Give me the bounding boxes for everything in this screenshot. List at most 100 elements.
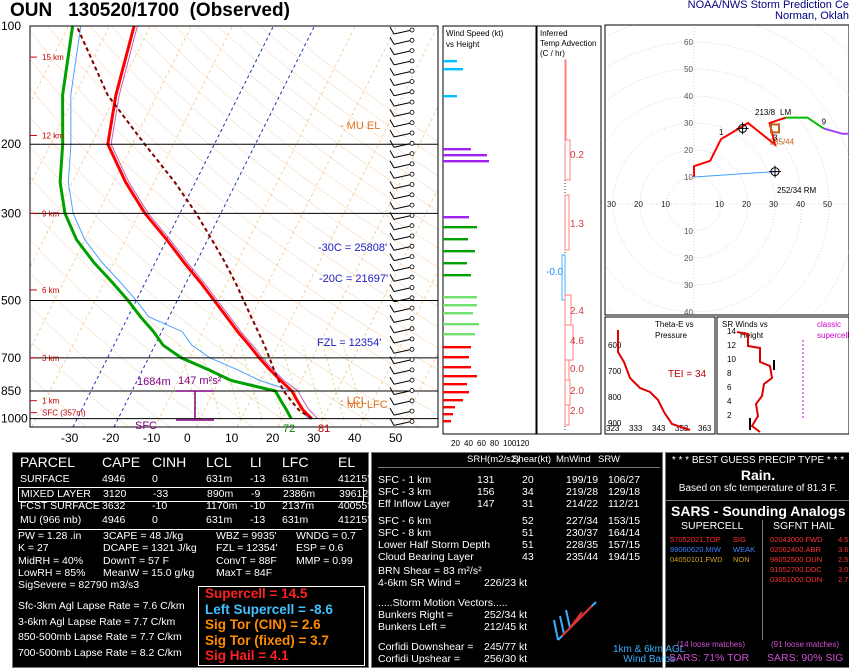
advection-value: -0.0 <box>546 267 564 278</box>
chart-title: OUN 130520/1700 (Observed) <box>10 0 290 22</box>
parcel-header-cell: CINH <box>152 454 187 470</box>
wind-barb-dot <box>409 68 415 74</box>
isotherm-line <box>30 26 69 104</box>
hodograph-ring-label: 10 <box>684 227 693 236</box>
parcel-cell: MIXED LAYER <box>21 487 91 500</box>
hodograph-storm-motion <box>693 171 776 178</box>
wind-barb-staff <box>393 297 413 303</box>
parcel-cell: SURFACE <box>20 473 70 485</box>
isotherm-line <box>359 270 438 428</box>
isotherm-line <box>318 188 438 428</box>
wind-barb-staff <box>393 60 413 66</box>
wind-speed-bar <box>443 333 475 336</box>
temp-tick-label: 30 <box>307 431 321 445</box>
wind-barb-staff <box>393 204 413 210</box>
barb-legend-line-2: Wind Barbs <box>623 654 675 665</box>
thermo-index: 3CAPE = 48 J/kg <box>103 530 184 542</box>
kinematic-cell: 43 <box>522 551 534 563</box>
height-label: 1 km <box>42 397 60 406</box>
wind-barb-dot <box>409 274 415 280</box>
kinematic-cell: 227/34 <box>566 515 599 527</box>
agency-line-2: Norman, Oklah <box>775 10 849 22</box>
wind-barb-dot <box>409 243 415 249</box>
wind-barb-flag <box>389 129 395 138</box>
thermo-panel <box>12 452 369 668</box>
dry-adiabat <box>30 239 254 428</box>
wind-barb-flag <box>389 397 395 406</box>
advection-value: 4.6 <box>570 336 584 347</box>
left-supercell-param: Left Supercell = -8.6 <box>205 601 333 617</box>
corfidi-down-label: Corfidi Downshear = <box>378 641 474 653</box>
wind-barb-staff <box>393 194 413 200</box>
dry-adiabat <box>30 207 296 428</box>
wind-speed-bar <box>443 366 471 369</box>
lapse-700-500: 700-500mb Lapse Rate = 8.2 C/km <box>18 646 182 659</box>
hodograph-annotation: LM <box>780 108 791 117</box>
temp-tick-label: -20 <box>102 431 120 445</box>
parcel-divider <box>18 529 362 530</box>
srw-legend-2: supercell <box>817 331 849 340</box>
hodograph-ring-label: 10 <box>684 173 693 182</box>
precip-type: * * * BEST GUESS PRECIP TYPE * * * Rain.… <box>667 455 849 494</box>
kinematic-cell: Lower Half Storm Depth <box>378 539 491 551</box>
dry-adiabat <box>153 26 438 249</box>
parcel-header-cell: PARCEL <box>20 454 75 470</box>
storm-motion: BRN Shear = 83 m²/s² 4-6km SR Wind = 226/… <box>378 565 608 665</box>
wind-speed-bar <box>443 95 457 98</box>
helicity-label: 147 m²s² <box>178 375 222 387</box>
hodograph-ring-label: 30 <box>684 281 693 290</box>
thermo-index: SigSevere = 82790 m3/s3 <box>18 579 140 592</box>
theta-y-label: 800 <box>608 393 622 402</box>
wind-barb-flag <box>389 170 395 179</box>
advection-value: 0.2 <box>570 150 584 161</box>
wind-barb-dot <box>409 161 415 167</box>
dry-adiabat <box>89 26 438 307</box>
kinematic-cell: 106/27 <box>608 474 641 486</box>
wind-barb-dot <box>409 192 415 198</box>
kinematic-cell: 31 <box>522 498 534 510</box>
wind-barb-flag <box>389 387 395 395</box>
hodograph-point-label: 9 <box>822 117 827 126</box>
wind-barb-flag <box>389 232 395 241</box>
wind-barb-dot <box>409 48 415 53</box>
parcel-cell: 2137m <box>282 500 315 512</box>
theta-e-profile <box>617 330 691 431</box>
wind-barb-dot <box>409 398 415 404</box>
wind-barb-staff <box>393 29 413 35</box>
kinematic-header-cell: SRW <box>598 454 620 465</box>
wind-barb-staff <box>393 214 413 220</box>
advection-bar <box>564 194 570 251</box>
hodograph-ring-label: 30 <box>684 119 693 128</box>
wind-barb-staff <box>393 225 413 231</box>
wind-barb-staff <box>393 101 413 107</box>
wind-barb-flag <box>389 47 395 55</box>
lapse-sfc-3km: Sfc-3km Agl Lapse Rate = 7.6 C/km <box>18 600 185 612</box>
pressure-label: 200 <box>1 137 21 151</box>
wind-barb-staff <box>393 235 413 241</box>
sr-4-6km-value: 226/23 kt <box>484 577 528 589</box>
temp-tick-label: 50 <box>389 431 403 445</box>
advection-title-3: (C / hr) <box>540 49 565 58</box>
wind-barb-flag <box>389 150 395 158</box>
thermo-index: FZL = 12354' <box>216 542 278 555</box>
hodograph-frame <box>604 24 849 316</box>
advection-value: 0.0 <box>570 364 584 375</box>
kinematic-cell: SFC - 1 km <box>378 474 432 486</box>
theta-title-1: Theta-E vs <box>655 320 694 329</box>
wind-barb-flag <box>389 284 395 292</box>
wind-barb-dot <box>409 295 415 301</box>
wind-barb-dot <box>409 99 415 105</box>
wind-barb-dot <box>409 202 415 208</box>
kinematic-cell: 131 <box>477 474 495 486</box>
kinematic-cell: SFC - 8 km <box>378 527 432 539</box>
brn-shear: BRN Shear = 83 m²/s² <box>378 565 482 577</box>
hodograph-x-label: 10 <box>661 200 670 209</box>
parcel-cell: -13 <box>250 473 266 485</box>
thermo-indices: PW = 1.28 .in K = 27 MidRH = 40% LowRH = 85… <box>18 530 366 591</box>
wind-barb-flag <box>389 263 395 272</box>
precip-basis: Based on sfc temperature of 81.3 F. <box>678 483 838 494</box>
isotherm-line <box>30 26 192 350</box>
parcel-table-header: PARCEL CAPE CINH LCL LI LFC EL <box>18 454 362 471</box>
parcel-table-row: MIXED LAYER 3120 -33 890m -9 2386m 39612' <box>18 486 370 502</box>
hodograph-ring-label: 20 <box>684 254 693 263</box>
